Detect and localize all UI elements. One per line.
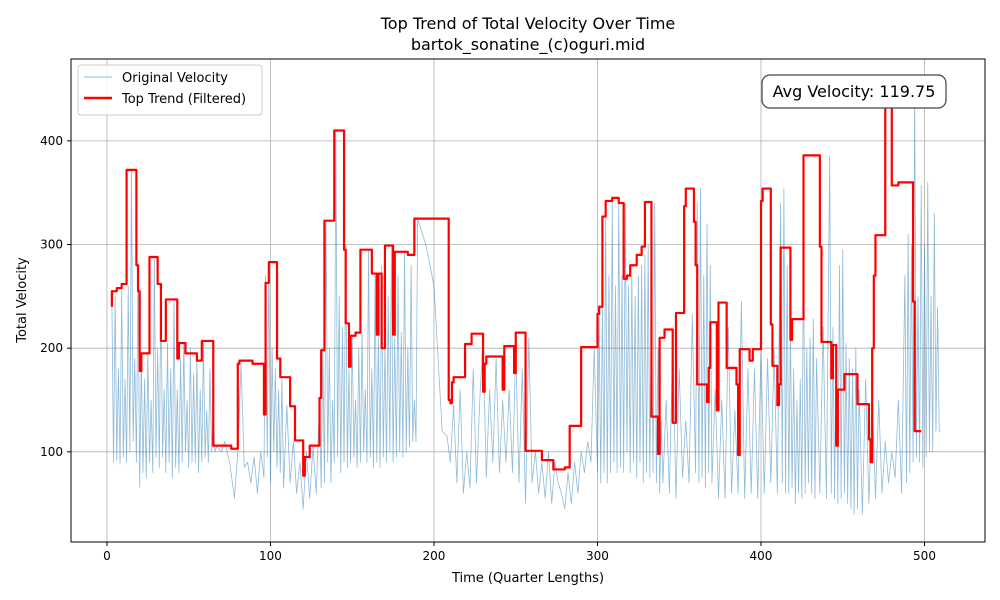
x-tick-label: 0 bbox=[103, 549, 111, 563]
x-tick-label: 300 bbox=[586, 549, 609, 563]
y-tick-label: 100 bbox=[40, 445, 63, 459]
legend: Original Velocity Top Trend (Filtered) bbox=[77, 64, 263, 116]
avg-annotation-box bbox=[761, 74, 947, 109]
axis-ticks: 0 100 200 300 400 500 100 200 300 400 bbox=[40, 134, 936, 563]
grid-lines bbox=[71, 59, 985, 542]
y-tick-label: 300 bbox=[40, 238, 63, 252]
y-axis-label: Total Velocity bbox=[15, 257, 30, 344]
x-axis-label: Time (Quarter Lengths) bbox=[451, 571, 604, 586]
x-tick-label: 500 bbox=[913, 549, 936, 563]
y-tick-label: 400 bbox=[40, 134, 63, 148]
series-layer bbox=[110, 80, 941, 515]
chart-subtitle: bartok_sonatine_(c)oguri.mid bbox=[411, 35, 645, 55]
avg-annotation: Avg Velocity: 119.75 bbox=[761, 74, 947, 109]
plot-frame bbox=[70, 58, 986, 543]
series-line-top-trend bbox=[110, 80, 922, 477]
y-tick-label: 200 bbox=[40, 341, 63, 355]
x-tick-label: 200 bbox=[423, 549, 446, 563]
x-tick-label: 100 bbox=[259, 549, 282, 563]
legend-box bbox=[77, 64, 263, 116]
legend-label-original: Original Velocity bbox=[122, 71, 228, 86]
legend-label-trend: Top Trend (Filtered) bbox=[121, 92, 246, 107]
chart-title: Top Trend of Total Velocity Over Time bbox=[380, 14, 676, 33]
x-tick-label: 400 bbox=[750, 549, 773, 563]
avg-annotation-text: Avg Velocity: 119.75 bbox=[773, 82, 936, 101]
